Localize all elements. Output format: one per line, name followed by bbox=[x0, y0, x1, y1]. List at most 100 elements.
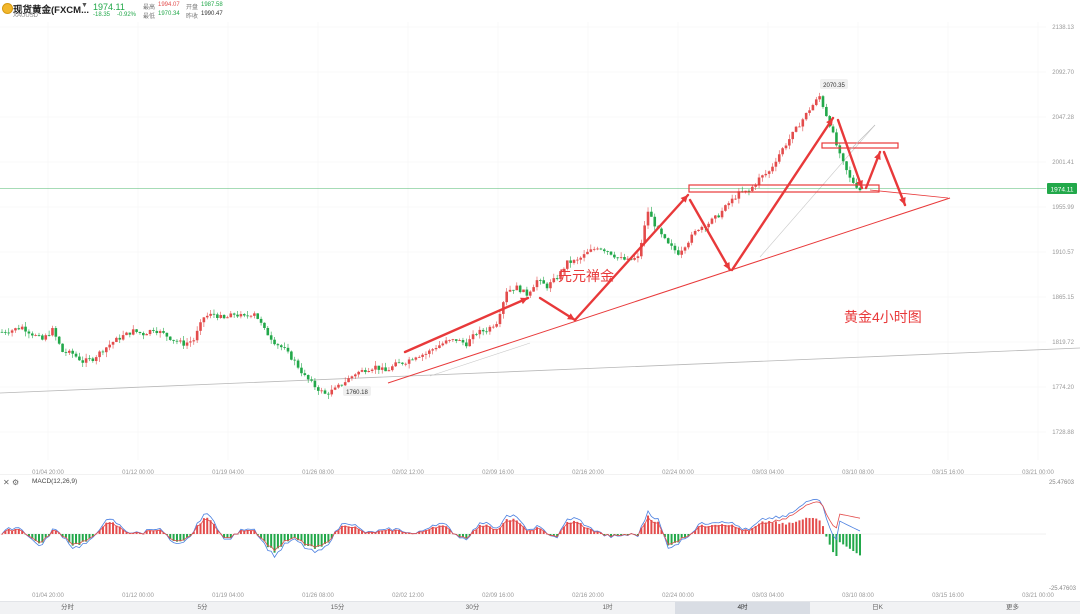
wave-arrow-head bbox=[856, 180, 863, 188]
candle-body bbox=[468, 339, 471, 347]
macd-bar bbox=[199, 523, 202, 534]
macd-bar bbox=[677, 534, 680, 543]
prev-close-label: 昨收 bbox=[186, 14, 199, 20]
macd-bar bbox=[509, 520, 512, 534]
candle-body bbox=[333, 387, 337, 390]
candle-body bbox=[142, 332, 145, 336]
macd-bar bbox=[603, 534, 606, 536]
time-tick-label: 02/24 00:00 bbox=[662, 470, 694, 476]
timeframe-4[interactable]: 1时 bbox=[602, 604, 613, 611]
macd-bar bbox=[640, 527, 643, 534]
timeframe-6[interactable]: 日K bbox=[872, 604, 883, 611]
candle-body bbox=[118, 337, 122, 340]
macd-bar bbox=[223, 534, 226, 539]
candle-body bbox=[838, 145, 842, 154]
macd-bar bbox=[175, 534, 178, 542]
candle-body bbox=[771, 166, 774, 172]
candle-body bbox=[323, 390, 327, 394]
time-tick-label: 03/10 08:00 bbox=[842, 470, 874, 476]
macd-bar bbox=[122, 529, 125, 534]
wave-arrow bbox=[403, 296, 530, 354]
timeframe-7[interactable]: 更多 bbox=[1006, 604, 1019, 611]
candle-body bbox=[256, 313, 260, 319]
macd-bar bbox=[391, 531, 394, 534]
candle-body bbox=[431, 349, 434, 351]
macd-bar bbox=[249, 530, 252, 534]
macd-bar bbox=[758, 523, 761, 534]
candle-body bbox=[545, 283, 549, 289]
candle-body bbox=[165, 332, 169, 337]
macd-bar bbox=[445, 526, 448, 534]
candle-body bbox=[481, 329, 485, 332]
macd-bar bbox=[374, 532, 377, 534]
candle-body bbox=[41, 335, 44, 340]
candle-body bbox=[111, 341, 115, 345]
macd-bar bbox=[253, 530, 256, 534]
timeframe-2[interactable]: 15分 bbox=[330, 604, 345, 611]
candle-body bbox=[209, 313, 212, 316]
candle-body bbox=[458, 340, 461, 341]
timeframe-0[interactable]: 分时 bbox=[61, 604, 74, 611]
timeframe-1[interactable]: 5分 bbox=[197, 604, 208, 611]
support-trendline bbox=[387, 197, 951, 384]
macd-bar bbox=[263, 534, 266, 542]
candle-body bbox=[216, 314, 219, 318]
chevron-down-icon[interactable]: ▼ bbox=[81, 2, 88, 9]
candle-body bbox=[98, 351, 101, 358]
macd-label: MACD(12,26,9) bbox=[32, 478, 78, 485]
macd-dif-line bbox=[1, 498, 861, 559]
macd-bar bbox=[68, 534, 71, 543]
macd-bar bbox=[539, 528, 542, 534]
candle-body bbox=[801, 119, 805, 127]
candle-body bbox=[471, 334, 475, 340]
macd-bar bbox=[512, 518, 515, 534]
macd-bar bbox=[361, 530, 364, 534]
price-tick-label: 2001.41 bbox=[1052, 160, 1074, 166]
candle-body bbox=[555, 278, 559, 280]
gold-coin-icon bbox=[2, 3, 13, 14]
timeframe-3[interactable]: 30分 bbox=[465, 604, 480, 611]
wave-arrows bbox=[403, 116, 949, 354]
candle-body bbox=[172, 339, 175, 341]
macd-bar bbox=[795, 521, 798, 534]
macd-bar bbox=[169, 534, 172, 540]
macd-bar bbox=[653, 521, 656, 534]
candle-body bbox=[670, 243, 673, 246]
macd-bar bbox=[91, 534, 94, 537]
candle-body bbox=[229, 313, 233, 318]
wave-arrow-head bbox=[680, 195, 688, 203]
macd-bar bbox=[583, 527, 586, 534]
candle-body bbox=[71, 350, 74, 354]
macd-bar bbox=[519, 523, 522, 534]
candle-body bbox=[374, 365, 377, 370]
price-tick-label: 1774.20 bbox=[1052, 385, 1074, 391]
candle-body bbox=[781, 148, 784, 155]
macd-bar bbox=[734, 526, 737, 534]
candle-body bbox=[131, 329, 135, 335]
candle-body bbox=[808, 110, 811, 113]
timeframe-5[interactable]: 4时 bbox=[675, 602, 810, 614]
symbol-name[interactable]: 现货黄金(FXCM... bbox=[13, 5, 89, 16]
candle-body bbox=[306, 375, 310, 380]
candle-body bbox=[121, 335, 125, 340]
macd-bar bbox=[387, 528, 390, 534]
candle-body bbox=[269, 335, 273, 340]
macd-bar bbox=[697, 526, 700, 534]
macd-bar bbox=[182, 534, 185, 541]
candle-body bbox=[777, 154, 781, 162]
long-trendline bbox=[0, 347, 1080, 394]
candle-body bbox=[94, 357, 98, 362]
macd-bar bbox=[186, 534, 189, 538]
candle-body bbox=[327, 393, 330, 395]
macd-bar bbox=[320, 534, 323, 547]
macd-bar bbox=[340, 525, 343, 534]
macd-bar bbox=[260, 534, 263, 539]
macd-controls[interactable]: ✕ ⚙ bbox=[3, 478, 19, 487]
candle-body bbox=[7, 332, 11, 334]
candle-body bbox=[831, 126, 835, 133]
macd-bar bbox=[212, 523, 215, 534]
macd-tick-label: 02/24 00:00 bbox=[662, 593, 694, 599]
macd-bar bbox=[657, 521, 660, 534]
macd-bar bbox=[727, 525, 730, 534]
